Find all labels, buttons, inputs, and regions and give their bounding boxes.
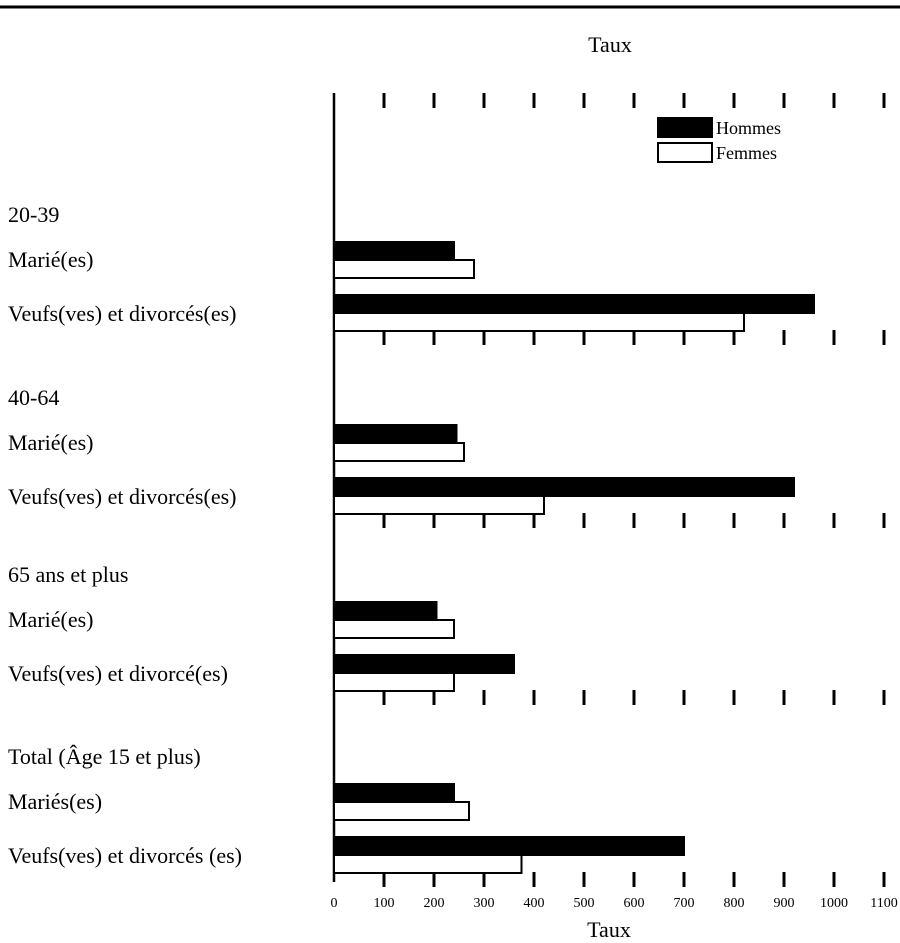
bar-hommes <box>333 783 455 803</box>
row-label: Veufs(ves) et divorcés (es) <box>8 843 242 868</box>
row-label: Veufs(ves) et divorcés(es) <box>8 301 236 326</box>
x-tick-label: 800 <box>724 896 745 911</box>
x-tick-label: 500 <box>574 896 595 911</box>
x-tick-label: 100 <box>374 896 395 911</box>
bar-femmes <box>333 312 745 332</box>
bar-femmes <box>333 442 465 462</box>
x-tick-label: 1000 <box>820 896 848 911</box>
bar-hommes <box>333 477 795 497</box>
bar-femmes <box>333 495 545 515</box>
x-tick-label: 300 <box>474 896 495 911</box>
bar-hommes <box>333 836 685 856</box>
bar-hommes <box>333 424 458 444</box>
legend-swatch-hommes <box>657 117 713 138</box>
group-title: Total (Âge 15 et plus) <box>8 744 201 769</box>
bar-femmes <box>333 259 475 279</box>
row-label: Marié(es) <box>8 607 94 632</box>
group-title: 40-64 <box>8 385 59 410</box>
group-title: 20-39 <box>8 202 59 227</box>
legend-label: Hommes <box>716 118 781 138</box>
row-label: Marié(es) <box>8 430 94 455</box>
row-label: Veufs(ves) et divorcé(es) <box>8 661 228 686</box>
bar-femmes <box>333 619 455 639</box>
x-tick-label: 700 <box>674 896 695 911</box>
bar-femmes <box>333 801 470 821</box>
group-title: 65 ans et plus <box>8 562 128 587</box>
bottom-axis-title: Taux <box>587 917 631 942</box>
x-tick-label: 900 <box>774 896 795 911</box>
x-tick-label: 0 <box>331 896 338 911</box>
row-label: Veufs(ves) et divorcés(es) <box>8 484 236 509</box>
row-label: Mariés(es) <box>8 789 102 814</box>
x-tick-label: 1100 <box>870 896 897 911</box>
bar-hommes <box>333 654 515 674</box>
legend-swatch-femmes <box>657 142 713 163</box>
x-tick-label: 400 <box>524 896 545 911</box>
row-label: Marié(es) <box>8 247 94 272</box>
bar-hommes <box>333 294 815 314</box>
bar-femmes <box>333 672 455 692</box>
bar-hommes <box>333 601 438 621</box>
legend-label: Femmes <box>716 143 777 163</box>
bar-femmes <box>333 854 523 874</box>
bar-hommes <box>333 241 455 261</box>
top-axis-title: Taux <box>588 32 632 57</box>
x-tick-label: 200 <box>424 896 445 911</box>
x-tick-label: 600 <box>624 896 645 911</box>
